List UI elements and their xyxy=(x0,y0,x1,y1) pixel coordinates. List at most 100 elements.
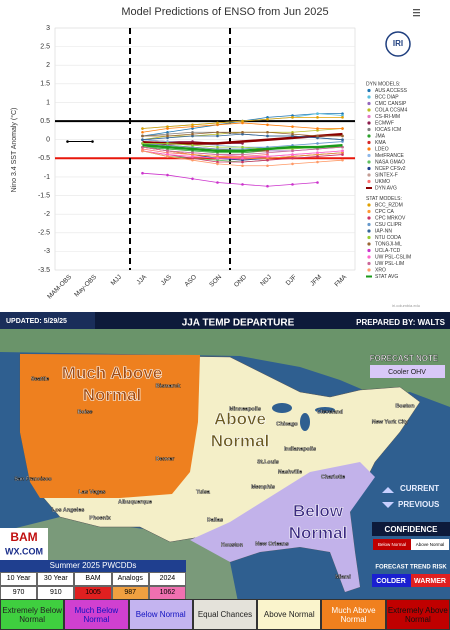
x-tick-label: JAS xyxy=(160,273,174,287)
series-point xyxy=(241,145,244,149)
legend-swatch xyxy=(367,222,371,227)
x-tick-label: SON xyxy=(208,273,223,288)
table-header: 10 Year 30 Year BAM Analogs 2024 xyxy=(0,572,187,586)
logo-box xyxy=(0,528,48,560)
legend-label: DYN AVG xyxy=(375,185,397,191)
legend-label: CSU CLIPR xyxy=(375,222,402,228)
city-label: Cleveland xyxy=(317,409,343,415)
legend-label: COLA CCSM4 xyxy=(375,107,407,113)
region-label: Normal xyxy=(211,431,270,450)
y-axis-label: Nino 3.4 SST Anomaly (°C) xyxy=(10,108,18,193)
series-point xyxy=(216,123,219,127)
legend-label: NCEP CFSv2 xyxy=(375,166,406,172)
y-tick-label: -3.5 xyxy=(38,267,50,274)
lake xyxy=(300,413,310,431)
series-point xyxy=(291,183,294,186)
up-arrow[interactable] xyxy=(382,487,394,493)
lake xyxy=(272,403,292,413)
series-point xyxy=(341,158,344,162)
header-bar xyxy=(0,312,450,329)
series-point xyxy=(291,114,294,117)
city-label: Las Vegas xyxy=(79,489,106,495)
menu-icon[interactable] xyxy=(413,9,420,17)
legend-swatch xyxy=(367,108,371,112)
series-point xyxy=(341,112,344,115)
city-label: Boise xyxy=(78,409,93,415)
legend-swatch xyxy=(367,147,371,151)
series-point xyxy=(341,114,344,117)
legend-label: XRO xyxy=(375,267,386,273)
series-point xyxy=(191,153,194,156)
series-point xyxy=(266,157,269,160)
series-point xyxy=(191,157,194,160)
x-tick-label: NDJ xyxy=(259,274,273,288)
y-tick-label: -3 xyxy=(44,248,50,255)
table-value-cell: 910 xyxy=(37,586,75,600)
series-point xyxy=(141,147,144,151)
table-header-cell: 10 Year xyxy=(0,572,38,586)
legend-label: IOCAS ICM xyxy=(375,127,401,133)
x-tick-label: FMA xyxy=(333,273,348,288)
legend-swatch xyxy=(367,229,371,233)
series-point xyxy=(266,134,269,138)
series-point xyxy=(341,134,344,138)
series-point xyxy=(266,184,269,188)
legend-item: Above Normal xyxy=(257,599,322,630)
legend-label: CS-IRI-MM xyxy=(375,114,400,120)
legend-swatch xyxy=(366,187,372,189)
legend-label: LDEO xyxy=(375,146,389,152)
series-point xyxy=(291,130,294,134)
series-point xyxy=(241,160,244,164)
legend-swatch xyxy=(367,101,371,106)
series-point xyxy=(216,158,219,162)
region-label: Much Above xyxy=(62,363,162,382)
series-point xyxy=(216,181,219,184)
series-point xyxy=(216,153,219,156)
legend-label: KMA xyxy=(375,140,387,146)
confidence-low xyxy=(373,539,411,550)
x-tick-label: DJF xyxy=(285,274,298,287)
city-label: Tulsa xyxy=(196,489,211,495)
city-label: Indianapolis xyxy=(284,446,316,452)
series-point xyxy=(166,134,169,138)
legend-label: UW PSL-LIM xyxy=(375,261,404,267)
series-point xyxy=(291,157,294,160)
trend-title: FORECAST TREND RISK xyxy=(375,565,447,571)
nav-previous[interactable]: PREVIOUS xyxy=(398,500,440,509)
city-label: Houston xyxy=(221,542,244,548)
series-point xyxy=(191,125,194,128)
legend-item: Much Above Normal xyxy=(321,599,386,630)
series-point xyxy=(216,134,219,138)
down-arrow[interactable] xyxy=(382,502,394,508)
warmer-box xyxy=(411,574,450,587)
canada xyxy=(0,329,450,407)
legend-label: CMC CANSIP xyxy=(375,101,407,107)
legend-swatch xyxy=(367,242,371,246)
y-tick-label: 0 xyxy=(46,137,50,144)
series-point xyxy=(141,142,144,145)
series-point xyxy=(266,153,269,156)
series-point xyxy=(316,116,319,119)
legend-swatch xyxy=(367,166,371,171)
series-point xyxy=(341,138,344,141)
series-point xyxy=(291,116,294,119)
note-title: FORECAST NOTE xyxy=(370,354,439,363)
nav-current[interactable]: CURRENT xyxy=(400,484,439,493)
series-point xyxy=(166,155,169,158)
legend-label: UCLA-TCD xyxy=(375,248,401,254)
series-point xyxy=(141,130,144,134)
series-point xyxy=(166,151,169,155)
y-tick-label: -0.5 xyxy=(38,155,50,162)
confidence-high xyxy=(411,539,449,550)
series-point xyxy=(216,160,219,164)
city-label: Bismarck xyxy=(156,383,182,389)
legend-label: CPC CA xyxy=(375,209,395,215)
legend-label: IAP-NN xyxy=(375,228,392,234)
city-label: Charlotte xyxy=(321,474,345,480)
series-point xyxy=(266,130,269,134)
legend-swatch xyxy=(367,95,371,99)
city-label: San Francisco xyxy=(14,476,52,482)
legend-label: JMA xyxy=(375,133,386,139)
colder-box xyxy=(372,574,411,587)
